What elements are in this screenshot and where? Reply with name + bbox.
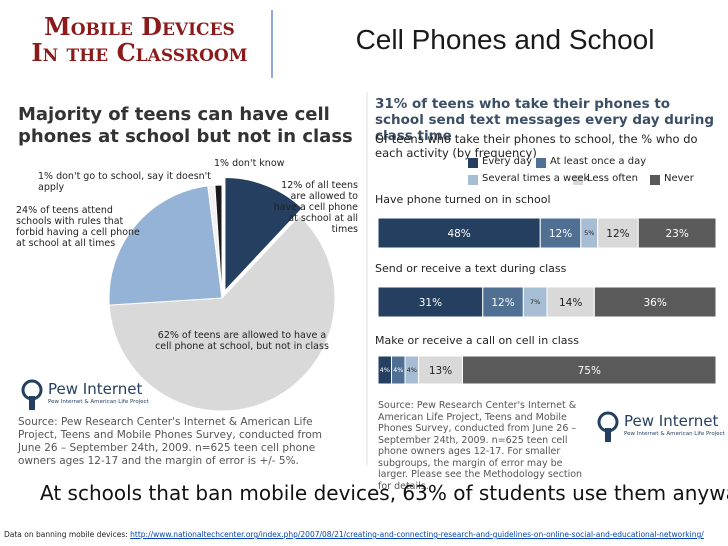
bar-segment [462, 355, 717, 385]
chart-title: 31% of teens who take their phones to sc… [375, 96, 715, 144]
bar-value-label: 4% [393, 366, 403, 374]
bar-segment [637, 217, 717, 249]
pie-slice [214, 184, 223, 299]
footer-note: Data on banning mobile devices: http://w… [4, 530, 704, 539]
bar-value-label: 4% [407, 366, 417, 374]
logo-line: In the Classroom [31, 38, 248, 67]
legend-swatch [536, 158, 546, 168]
link[interactable]: http://www.nationaltechcenter.org/index.… [130, 530, 704, 539]
chart-subtitle: Of teens who take their phones to school… [375, 132, 698, 160]
bar-segment [597, 217, 639, 249]
slice-label: 12% of all teens are allowed to have a c… [273, 180, 358, 235]
legend-label: Less often [587, 173, 639, 184]
bar-value-label: 12% [549, 228, 572, 240]
legend-swatch [650, 175, 660, 185]
pie-slice [108, 185, 223, 306]
source-note: Source: Pew Research Center's Internet &… [378, 400, 583, 492]
bar-value-label: 12% [491, 297, 514, 309]
logo-line: Mobile Devices [44, 12, 235, 41]
legend-label: Never [664, 173, 694, 184]
logo-icon [29, 396, 35, 410]
footer-headline: At schools that ban mobile devices, 63% … [40, 481, 728, 505]
bar-segment [418, 355, 463, 385]
bar-value-label: 23% [665, 228, 688, 240]
bar-value-label: 48% [447, 228, 470, 240]
bar-value-label: 75% [578, 365, 601, 377]
bar-value-label: 31% [419, 297, 442, 309]
logo-tagline: Pew Internet & American Life Project [48, 399, 149, 405]
legend-swatch [468, 158, 478, 168]
pie-slice [224, 177, 304, 292]
bar-segment [593, 286, 717, 318]
logo-block: Mobile Devices In the Classroom [12, 14, 267, 66]
note-text: Data on banning mobile devices: [4, 530, 131, 539]
logo-tagline: Pew Internet & American Life Project [624, 431, 725, 437]
slice-label: 1% don't know [214, 158, 285, 169]
legend-swatch [573, 175, 583, 185]
category-label: Make or receive a call on cell in class [375, 334, 580, 347]
bar-segment [546, 286, 595, 318]
bar-value-label: 4% [380, 366, 390, 374]
legend-label: At least once a day [550, 156, 647, 167]
slice-label: 62% of teens are allowed to have a cell … [155, 330, 329, 352]
category-label: Have phone turned on in school [375, 193, 551, 206]
legend-label: Every day [482, 156, 532, 167]
bar-value-label: 12% [606, 228, 629, 240]
logo-name: Pew Internet [624, 412, 719, 430]
legend-swatch [468, 175, 478, 185]
source-note: Source: Pew Research Center's Internet &… [18, 416, 322, 467]
chart-title: Majority of teens can have cell phones a… [18, 104, 353, 147]
logo-name: Pew Internet [48, 380, 143, 398]
bar-value-label: 14% [559, 297, 582, 309]
slice-label: 24% of teens attend schools with rules t… [16, 205, 140, 249]
bar-value-label: 36% [643, 297, 666, 309]
category-label: Send or receive a text during class [375, 262, 567, 275]
bar-value-label: 13% [429, 365, 452, 377]
bar-value-label: 7% [530, 298, 540, 306]
slice-label: 1% don't go to school, say it doesn't ap… [38, 171, 212, 193]
logo-icon [605, 428, 611, 442]
legend-label: Several times a week [482, 173, 590, 184]
bar-value-label: 5% [584, 229, 594, 237]
slide-title: Cell Phones and School [355, 24, 655, 55]
pie-slice [108, 214, 336, 412]
